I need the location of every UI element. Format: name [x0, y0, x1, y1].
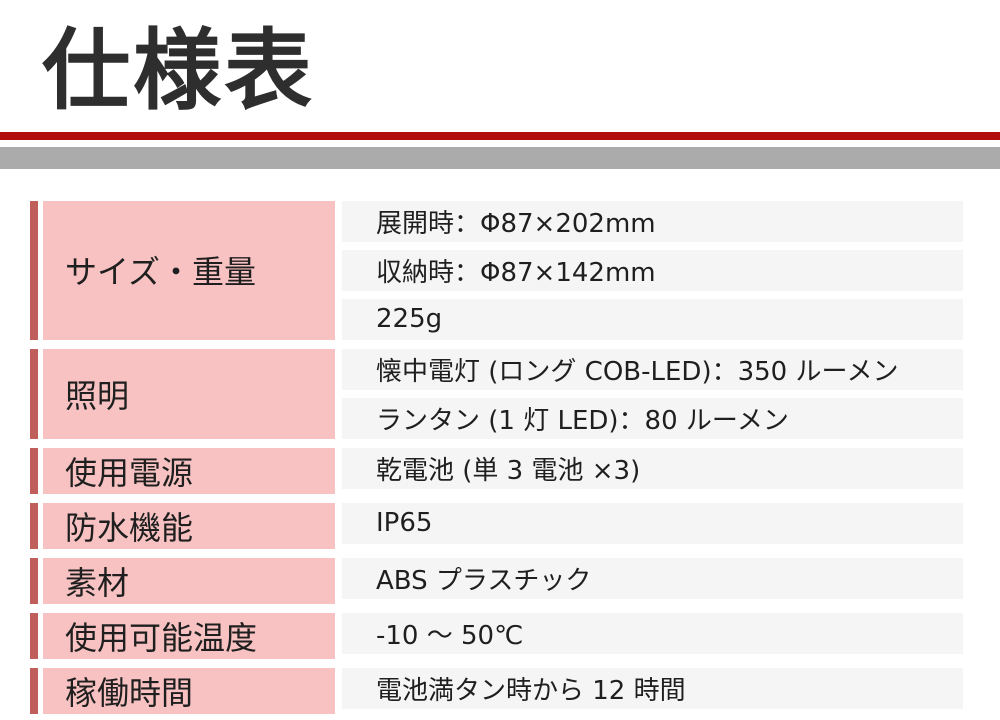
table-row-operating-temperature: 使用可能温度 -10 ～ 50℃ — [30, 612, 963, 659]
row-label: サイズ・重量 — [43, 200, 335, 340]
row-label: 使用電源 — [43, 447, 335, 494]
row-label-cell: 稼働時間 — [30, 667, 335, 714]
row-accent-bar — [30, 447, 38, 494]
table-row-material: 素材 ABS プラスチック — [30, 557, 963, 604]
page-title: 仕様表 — [42, 19, 316, 122]
row-values: IP65 — [342, 502, 963, 549]
row-accent-bar — [30, 667, 38, 714]
row-value: ランタン (1 灯 LED)：80 ルーメン — [342, 397, 963, 439]
row-accent-bar — [30, 348, 38, 439]
row-label-cell: 使用電源 — [30, 447, 335, 494]
row-value: 展開時：Φ87×202mm — [342, 200, 963, 242]
row-label: 照明 — [43, 348, 335, 439]
row-accent-bar — [30, 502, 38, 549]
row-value: 懐中電灯 (ロング COB-LED)：350 ルーメン — [342, 348, 963, 390]
row-value: -10 ～ 50℃ — [342, 612, 963, 654]
row-values: 乾電池 (単 3 電池 ×3) — [342, 447, 963, 494]
row-values: 電池満タン時から 12 時間 — [342, 667, 963, 714]
spec-table: サイズ・重量 展開時：Φ87×202mm 収納時：Φ87×142mm 225g … — [30, 200, 963, 714]
row-label: 稼働時間 — [43, 667, 335, 714]
row-values: ABS プラスチック — [342, 557, 963, 604]
row-accent-bar — [30, 200, 38, 340]
row-values: 懐中電灯 (ロング COB-LED)：350 ルーメン ランタン (1 灯 LE… — [342, 348, 963, 439]
row-values: 展開時：Φ87×202mm 収納時：Φ87×142mm 225g — [342, 200, 963, 340]
row-accent-bar — [30, 557, 38, 604]
row-label-cell: サイズ・重量 — [30, 200, 335, 340]
header-gray-divider — [0, 146, 1000, 169]
row-label-cell: 照明 — [30, 348, 335, 439]
table-row-power-source: 使用電源 乾電池 (単 3 電池 ×3) — [30, 447, 963, 494]
header-red-divider — [0, 131, 1000, 140]
row-value: IP65 — [342, 502, 963, 544]
table-row-size-weight: サイズ・重量 展開時：Φ87×202mm 収納時：Φ87×142mm 225g — [30, 200, 963, 340]
table-row-waterproof: 防水機能 IP65 — [30, 502, 963, 549]
row-value: 乾電池 (単 3 電池 ×3) — [342, 447, 963, 489]
table-row-run-time: 稼働時間 電池満タン時から 12 時間 — [30, 667, 963, 714]
row-label: 防水機能 — [43, 502, 335, 549]
row-label-cell: 素材 — [30, 557, 335, 604]
row-value: 225g — [342, 298, 963, 340]
row-label: 使用可能温度 — [43, 612, 335, 659]
row-label-cell: 防水機能 — [30, 502, 335, 549]
row-value: ABS プラスチック — [342, 557, 963, 599]
table-row-lighting: 照明 懐中電灯 (ロング COB-LED)：350 ルーメン ランタン (1 灯… — [30, 348, 963, 439]
row-values: -10 ～ 50℃ — [342, 612, 963, 659]
row-label: 素材 — [43, 557, 335, 604]
row-value: 電池満タン時から 12 時間 — [342, 667, 963, 709]
row-accent-bar — [30, 612, 38, 659]
row-value: 収納時：Φ87×142mm — [342, 249, 963, 291]
row-label-cell: 使用可能温度 — [30, 612, 335, 659]
